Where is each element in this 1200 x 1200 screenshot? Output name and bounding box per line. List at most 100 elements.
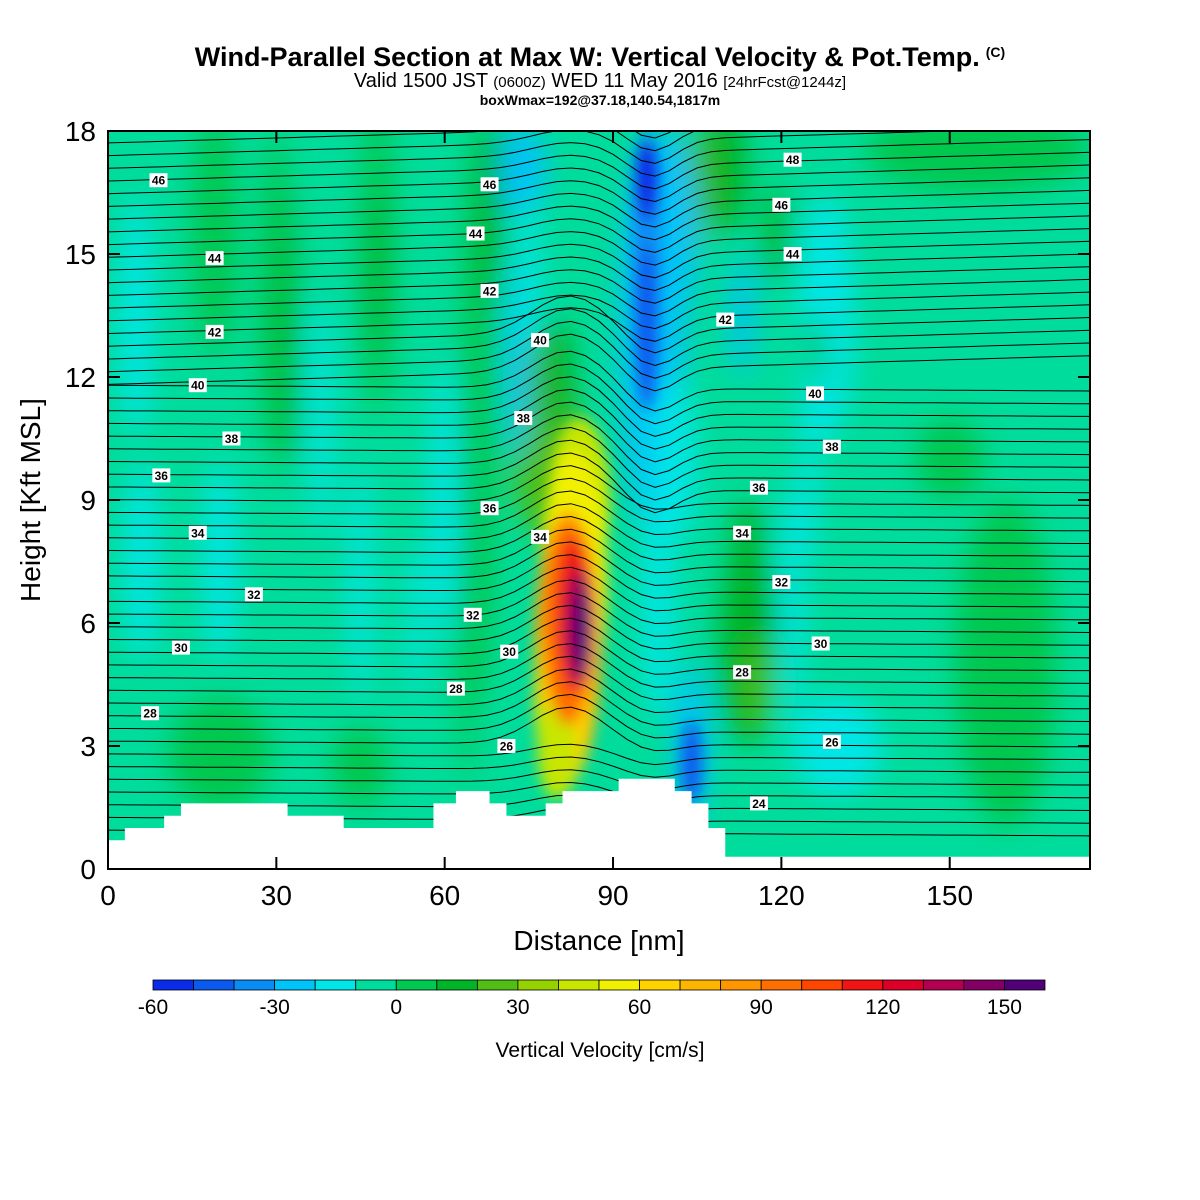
- isentrope-label-text: 28: [143, 707, 157, 721]
- x-tick-label: 0: [100, 880, 116, 911]
- isentrope-line: [108, 579, 1090, 625]
- colorbar-tick-label: 30: [506, 996, 529, 1019]
- colorbar-swatch: [476, 979, 519, 991]
- colorbar-swatch: [558, 979, 600, 991]
- isentrope-label-text: 38: [825, 440, 839, 454]
- isentrope-label-text: 44: [469, 227, 483, 241]
- x-axis-title: Distance [nm]: [513, 925, 684, 956]
- isentrope-label-bg: [205, 324, 224, 339]
- chart-title: Wind-Parallel Section at Max W: Vertical…: [194, 42, 1006, 72]
- colorbar-tick-label: 60: [628, 996, 651, 1019]
- isentrope-label: 30: [171, 640, 190, 655]
- field-feature-17: [332, 725, 389, 808]
- isentrope-line: [108, 769, 1090, 791]
- colorbar-swatch: [801, 979, 843, 991]
- colorbar-swatch: [922, 979, 965, 991]
- isentrope-label-text: 46: [152, 174, 166, 188]
- isentrope-line: [108, 554, 1090, 599]
- isentrope-label: 34: [733, 525, 752, 540]
- isentrope-label-bg: [783, 152, 802, 167]
- isentrope-label-text: 42: [208, 325, 222, 339]
- colorbar-title: Vertical Velocity [cm/s]: [496, 1039, 705, 1062]
- isentrope-label-bg: [806, 386, 825, 401]
- y-axis-title: Height [Kft MSL]: [15, 398, 46, 602]
- colorbar-swatch: [598, 979, 640, 991]
- isentrope-line: [108, 131, 696, 152]
- y-tick-label: 3: [80, 731, 96, 762]
- isentrope-line: [108, 240, 1090, 279]
- isentrope-label-text: 26: [825, 735, 839, 749]
- isentrope-label: 38: [822, 439, 841, 454]
- isentrope-line: [108, 253, 1090, 292]
- isentrope-label-text: 42: [483, 284, 497, 298]
- field-feature-53: [635, 139, 658, 222]
- x-tick-label: 120: [758, 880, 805, 911]
- isentrope-line: [108, 414, 1090, 476]
- isentrope-label: 30: [811, 636, 830, 651]
- isentrope-label: 46: [772, 197, 791, 212]
- isentrope-label: 28: [733, 665, 752, 680]
- colorbar-swatch: [436, 979, 478, 991]
- isentrope-line: [108, 604, 1090, 650]
- isentrope-label: 34: [188, 525, 207, 540]
- isentrope-label-bg: [480, 177, 499, 192]
- isentrope-label: 24: [749, 796, 768, 811]
- isentrope-label: 44: [205, 251, 224, 266]
- isentrope-label-text: 34: [533, 530, 547, 544]
- y-tick-label: 15: [65, 239, 96, 270]
- field-feature-10: [192, 131, 238, 357]
- y-tick-label: 0: [80, 854, 96, 885]
- isentrope-label-text: 44: [208, 252, 222, 266]
- chart-subtitle: Valid 1500 JST (0600Z) WED 11 May 2016 […: [353, 70, 847, 92]
- isentrope-label: 26: [497, 739, 516, 754]
- isentrope-line: [108, 291, 1090, 330]
- isentrope-label-text: 32: [466, 608, 480, 622]
- isentrope-label: 36: [480, 501, 499, 516]
- isentrope-label: 34: [531, 529, 550, 544]
- field-feature-54: [681, 721, 702, 804]
- colorbar-swatch: [233, 979, 276, 991]
- isentrope-label-text: 32: [247, 588, 261, 602]
- isentrope-line: [108, 528, 1090, 574]
- isentrope-label: 46: [149, 173, 168, 188]
- isentrope-label-text: 30: [814, 637, 828, 651]
- field-feature-6: [408, 541, 426, 705]
- colorbar-swatch: [193, 979, 235, 991]
- isentrope-label: 32: [463, 607, 482, 622]
- x-tick-label: 90: [597, 880, 628, 911]
- isentrope-label-bg: [531, 529, 550, 544]
- forecast-info: [24hrFcst@1244z]: [723, 74, 847, 91]
- isentrope-label-text: 40: [191, 379, 205, 393]
- isentrope-line: [108, 756, 1090, 778]
- isentrope-label-text: 30: [503, 645, 517, 659]
- colorbar-tick-label: 0: [390, 996, 402, 1019]
- isentrope-label-bg: [811, 636, 830, 651]
- isentrope-line: [108, 515, 1090, 561]
- isentrope-line: [108, 388, 1090, 450]
- field-feature-5: [430, 356, 459, 644]
- isentrope-line: [108, 439, 1090, 501]
- x-tick-label: 60: [429, 880, 460, 911]
- isentrope-line: [108, 693, 1090, 739]
- colorbar-swatch: [395, 979, 438, 991]
- isentrope-label-bg: [188, 378, 207, 393]
- isentrope-line: [108, 668, 1090, 714]
- isentrope-label-text: 34: [191, 526, 205, 540]
- field-feature-14: [916, 418, 984, 500]
- isentrope-label: 38: [222, 431, 241, 446]
- isentrope-label-text: 26: [500, 740, 514, 754]
- isentrope-label-bg: [141, 706, 160, 721]
- isentrope-label-text: 32: [775, 576, 789, 590]
- colorbar-swatch: [274, 979, 316, 991]
- isentrope-label-bg: [822, 439, 841, 454]
- vertical-velocity-field: [108, 131, 1090, 869]
- isentrope-label-text: 46: [775, 198, 789, 212]
- isentrope-label: 48: [783, 152, 802, 167]
- isentrope-line: [108, 490, 1090, 536]
- isentrope-label-bg: [749, 480, 768, 495]
- isentrope-label: 26: [822, 734, 841, 749]
- colorbar-swatch: [841, 979, 884, 991]
- isentrope-label-bg: [463, 607, 482, 622]
- isentrope-label-bg: [244, 587, 263, 602]
- field-feature-1: [124, 459, 159, 664]
